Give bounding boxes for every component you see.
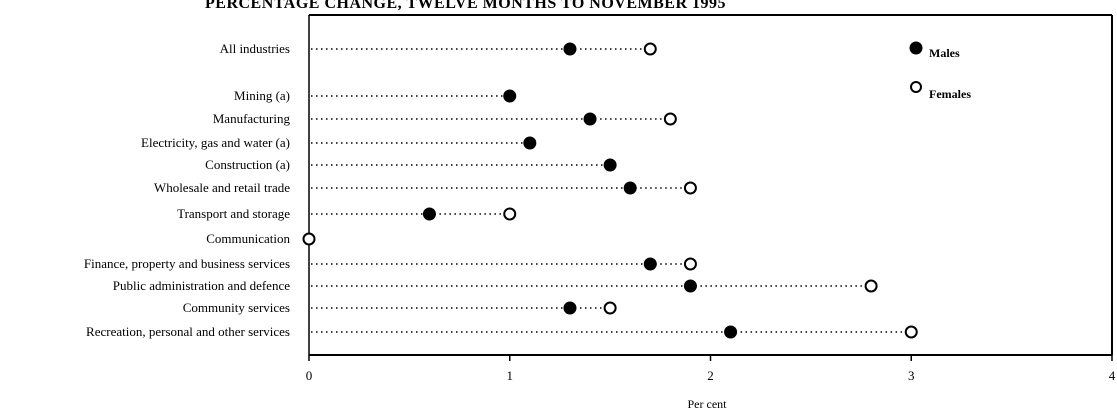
female-marker — [503, 207, 517, 221]
x-ticks: 0 1 2 3 4 — [306, 355, 1116, 383]
category-label: Public administration and defence — [113, 278, 290, 293]
male-marker — [503, 89, 517, 103]
legend-female-marker — [910, 81, 922, 93]
connectors — [429, 48, 912, 333]
markers — [302, 42, 918, 339]
plot-frame — [308, 14, 1113, 356]
x-tick-label: 2 — [707, 368, 714, 383]
legend-male-label: Males — [929, 46, 960, 60]
category-labels: All industries Mining (a) Manufacturing Ele… — [84, 41, 291, 339]
x-tick-label: 3 — [908, 368, 915, 383]
category-label: Finance, property and business services — [84, 256, 290, 271]
category-label: Mining (a) — [234, 88, 290, 103]
x-axis-title: Per cent — [688, 397, 728, 410]
male-marker — [523, 136, 537, 150]
category-label: Community services — [183, 300, 290, 315]
female-marker — [603, 301, 617, 315]
male-marker — [683, 279, 697, 293]
category-label: Wholesale and retail trade — [154, 180, 290, 195]
female-marker — [864, 279, 878, 293]
category-label: Communication — [206, 231, 290, 246]
male-marker — [623, 181, 637, 195]
x-tick-label: 0 — [306, 368, 313, 383]
category-label: All industries — [220, 41, 290, 56]
category-label: Transport and storage — [177, 206, 290, 221]
female-marker — [302, 232, 316, 246]
female-marker — [904, 325, 918, 339]
female-marker — [683, 181, 697, 195]
male-marker — [724, 325, 738, 339]
male-marker — [603, 158, 617, 172]
category-label: Construction (a) — [205, 157, 290, 172]
male-marker — [643, 257, 657, 271]
category-label: Recreation, personal and other services — [86, 324, 290, 339]
male-marker — [563, 301, 577, 315]
male-marker — [563, 42, 577, 56]
category-label: Manufacturing — [213, 111, 291, 126]
female-marker — [683, 257, 697, 271]
male-marker — [422, 207, 436, 221]
chart-title: PERCENTAGE CHANGE, TWELVE MONTHS TO NOVE… — [205, 0, 726, 12]
x-tick-label: 4 — [1109, 368, 1116, 383]
female-marker — [643, 42, 657, 56]
dot-leaders — [311, 48, 731, 333]
female-marker — [663, 112, 677, 126]
x-tick-label: 1 — [507, 368, 514, 383]
legend-female-label: Females — [929, 87, 971, 101]
male-marker — [583, 112, 597, 126]
legend: Males Females — [909, 41, 971, 101]
category-label: Electricity, gas and water (a) — [141, 135, 290, 150]
legend-male-marker — [909, 41, 923, 55]
